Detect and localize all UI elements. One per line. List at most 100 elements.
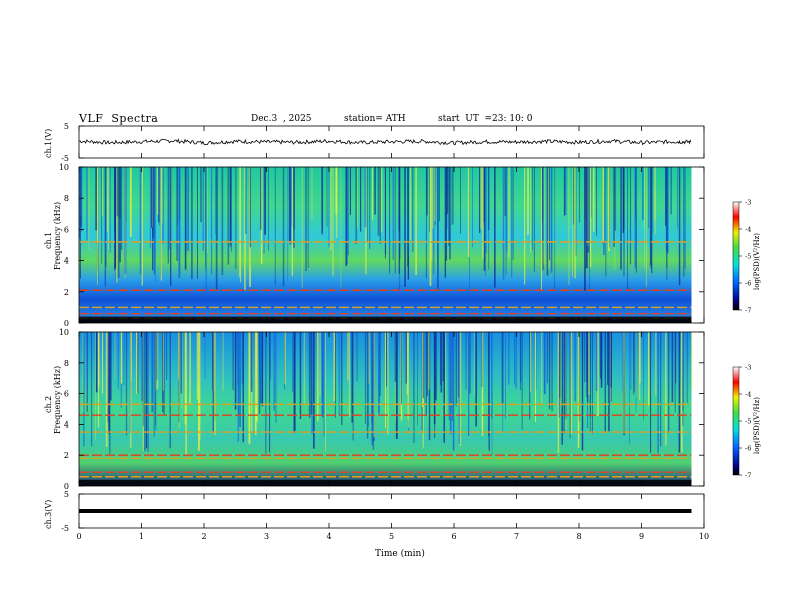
spectrogram-streak xyxy=(586,332,588,398)
spectrogram-streak xyxy=(166,332,168,380)
spectrogram-streak xyxy=(86,167,88,241)
spectrogram-streak xyxy=(491,332,493,419)
spectrogram-streak xyxy=(475,332,477,427)
spectrogram-streak xyxy=(114,167,117,268)
spectrogram-streak xyxy=(308,332,311,419)
spectrogram-streak xyxy=(88,167,90,250)
spectrogram-streak xyxy=(326,167,328,227)
spectrogram-streak xyxy=(230,167,232,252)
spectrogram-streak xyxy=(569,332,571,438)
spectrogram-streak xyxy=(564,167,567,215)
spectrogram-streak xyxy=(654,167,656,235)
spectrogram-streak xyxy=(666,167,669,254)
spectrogram-streak xyxy=(303,332,305,404)
spectrogram-streak xyxy=(529,332,532,393)
spectrogram-streak xyxy=(379,167,381,245)
spectrogram-streak xyxy=(683,167,685,277)
spectrogram-streak xyxy=(349,167,351,215)
spectrogram-streak xyxy=(677,167,678,229)
spectrogram-streak xyxy=(319,332,321,397)
spectrogram-streak xyxy=(551,332,553,412)
spectrogram-streak xyxy=(449,332,452,435)
spectrogram-streak xyxy=(184,332,187,425)
spectrogram-streak xyxy=(481,332,484,436)
spectrogram-streak xyxy=(274,167,276,286)
spectrogram-streak xyxy=(405,332,407,384)
spectrogram-streak xyxy=(117,167,120,278)
spectrogram-streak xyxy=(585,167,588,269)
spectrogram-streak xyxy=(643,332,644,421)
spectrogram-streak xyxy=(338,332,341,416)
colorbar-tick-label: -3 xyxy=(745,199,751,207)
spectrogram-streak xyxy=(635,332,637,398)
spectrogram-streak xyxy=(652,167,654,234)
spectrogram-streak xyxy=(530,167,532,253)
spectrogram-streak xyxy=(204,332,206,380)
spectrogram-streak xyxy=(581,332,584,451)
spectrogram-streak xyxy=(678,167,681,286)
spectrogram-streak xyxy=(623,332,625,434)
spectrogram-streak xyxy=(381,167,383,233)
ch1-spec-ylabel-2: Frequency (kHz) xyxy=(53,201,62,270)
spectrogram-streak xyxy=(520,332,522,383)
spectrogram-streak xyxy=(248,332,251,444)
spectrogram-streak xyxy=(198,332,200,451)
spectrogram-streak xyxy=(216,167,218,240)
spectrogram-streak xyxy=(554,167,556,290)
spectrogram-streak xyxy=(502,167,505,280)
spectrogram-streak xyxy=(443,332,445,443)
spectrogram-streak xyxy=(373,332,375,438)
spectrogram-1-base xyxy=(79,316,692,323)
spectrogram-streak xyxy=(483,167,486,271)
spectrogram-streak xyxy=(584,332,586,383)
colorbar-tick-label: -6 xyxy=(745,445,751,453)
spectrogram-streak xyxy=(328,167,330,248)
spectrogram-streak xyxy=(356,332,358,382)
spectrogram-streak xyxy=(563,332,565,434)
spectrogram-streak xyxy=(440,332,443,393)
spectrogram-streak xyxy=(307,167,309,269)
spectrogram-streak xyxy=(584,167,586,291)
x-tick-label: 0 xyxy=(76,532,81,541)
spectrogram-streak xyxy=(504,167,507,216)
spectrogram-streak xyxy=(275,332,277,423)
spectrogram-streak xyxy=(144,332,146,452)
y-tick-label: 2 xyxy=(64,288,69,297)
spectrogram-streak xyxy=(469,332,471,394)
spectrogram-streak xyxy=(378,332,380,405)
spectrogram-streak xyxy=(635,167,637,273)
spectrogram-streak xyxy=(136,332,138,394)
y-tick-label: 2 xyxy=(64,451,69,460)
spectrogram-streak xyxy=(323,332,325,437)
spectrogram-streak xyxy=(101,332,104,394)
spectrogram-streak xyxy=(429,167,432,286)
spectrogram-streak xyxy=(97,332,100,428)
spectrogram-streak xyxy=(622,332,625,392)
spectrogram-streak xyxy=(178,332,180,428)
spectrogram-streak xyxy=(156,167,159,215)
spectrogram-streak xyxy=(572,167,574,225)
spectrogram-streak xyxy=(119,167,121,263)
spectrogram-streak xyxy=(587,167,590,253)
spectrogram-streak xyxy=(196,332,198,400)
spectrogram-streak xyxy=(263,167,265,254)
spectrogram-streak xyxy=(644,167,645,228)
spectrogram-streak xyxy=(395,332,398,439)
spectrogram-streak xyxy=(655,332,657,396)
spectrogram-streak xyxy=(591,332,593,434)
spectrogram-streak xyxy=(189,332,191,404)
spectrogram-streak xyxy=(234,332,237,410)
spectrogram-streak xyxy=(269,332,271,453)
spectrogram-streak xyxy=(151,332,154,413)
spectrogram-streak xyxy=(158,167,160,226)
spectrogram-streak xyxy=(459,332,462,446)
spectrogram-streak xyxy=(215,167,218,291)
spectrogram-streak xyxy=(415,167,417,275)
spectrogram-streak xyxy=(79,167,81,239)
spectrogram-streak xyxy=(557,332,560,453)
spectrogram-streak xyxy=(455,332,458,407)
spectrogram-streak xyxy=(645,167,647,288)
spectrogram-streak xyxy=(108,167,109,250)
spectrogram-streak xyxy=(151,167,152,228)
spectrogram-streak xyxy=(124,167,126,279)
